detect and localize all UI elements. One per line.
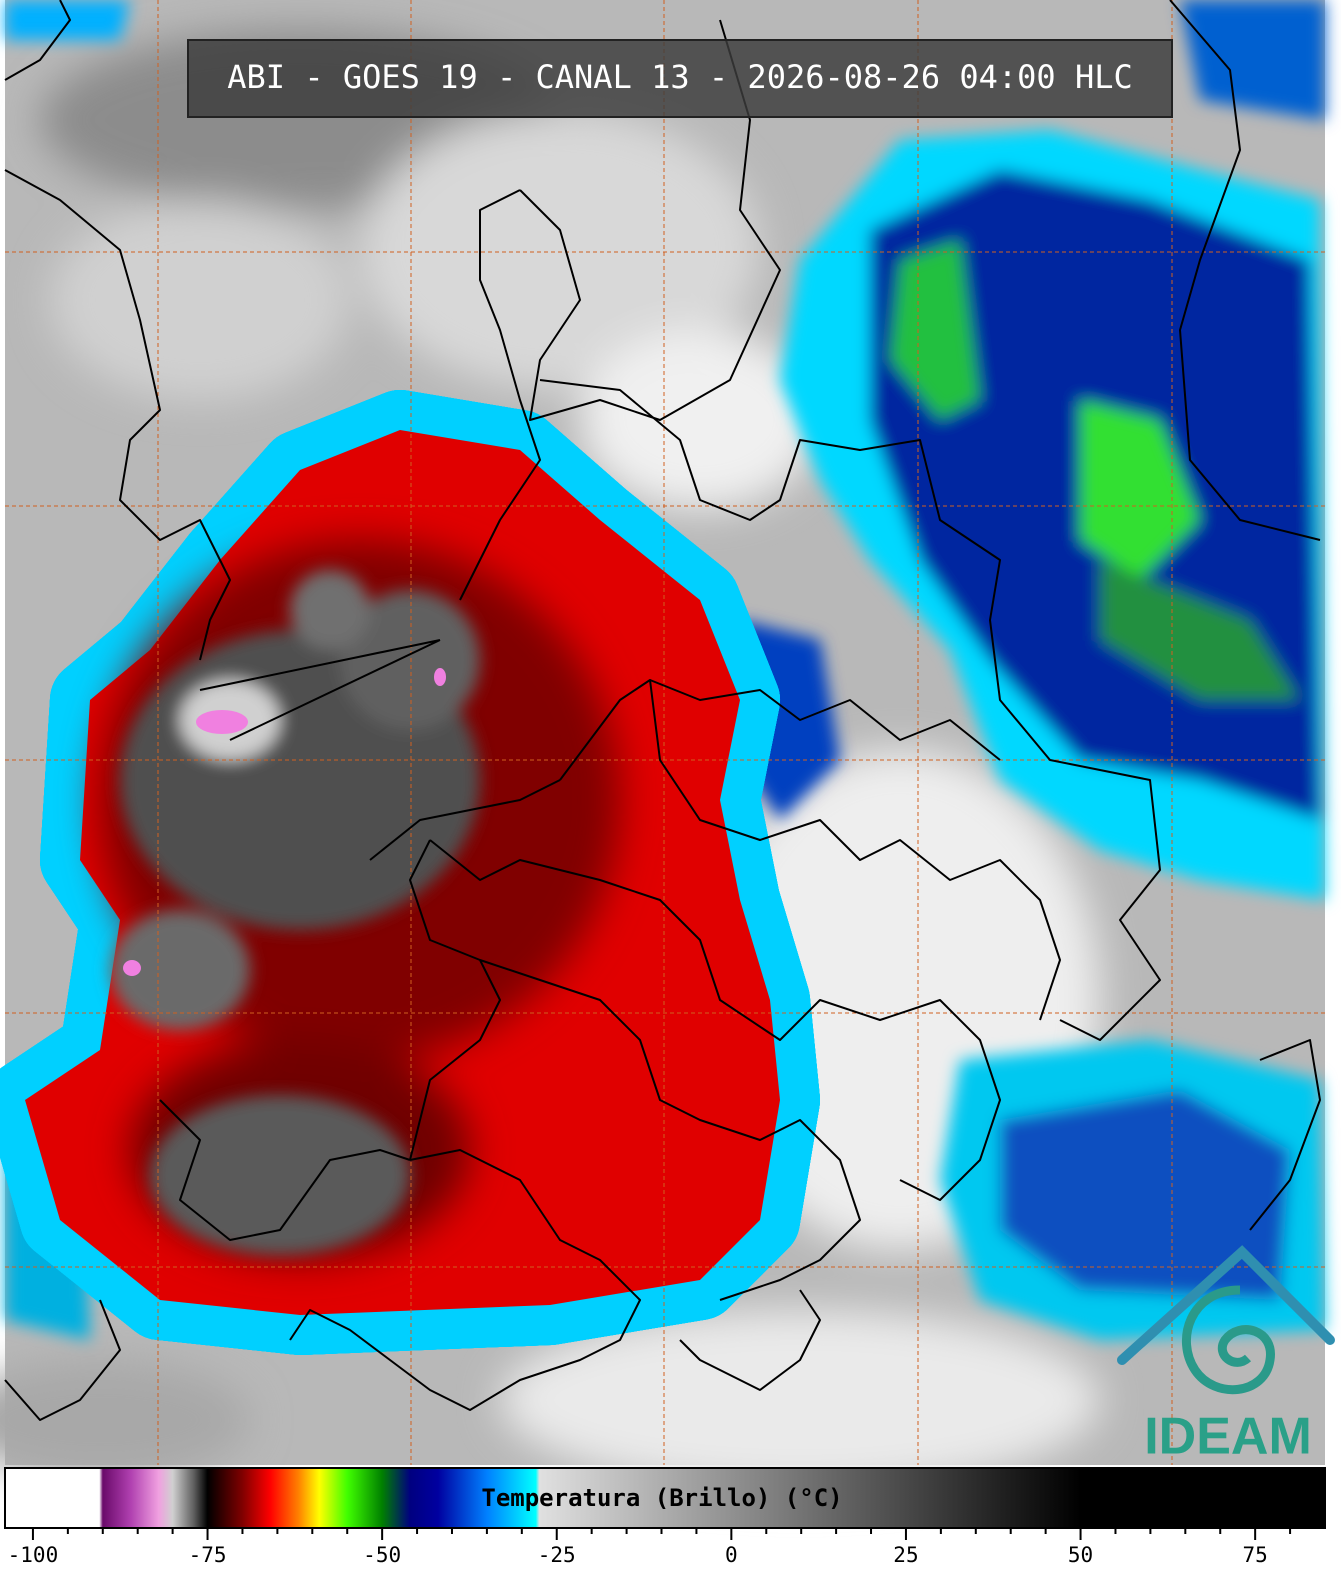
map-shape [196,710,248,734]
logo: IDEAM [1117,1245,1335,1466]
map-shape [559,679,1061,1021]
map-shape [434,668,446,686]
tick-label: -25 [538,1543,576,1567]
tick-label: 0 [725,1543,738,1567]
map-shape [890,240,980,420]
tick-label: -100 [8,1543,59,1567]
map-shape [289,1149,641,1411]
storm-cloud [0,390,820,1355]
map-shape [459,189,541,601]
map-shape [479,959,861,1301]
map-shape [360,110,760,390]
map-shape [110,570,480,1255]
map-shape [500,1310,1100,1490]
graticule [5,0,1325,1465]
colorbar-scale [4,1467,1326,1529]
colorbar-label: Temperatura (Brillo) (°C) [481,1484,842,1512]
map-shape [1100,560,1300,700]
map-shape [4,1299,121,1421]
map-shape [4,0,71,81]
map-shape [199,639,561,861]
map-shape [1180,0,1325,120]
map-shape [1117,1245,1335,1365]
map-shape [1000,1090,1290,1300]
map-shape [340,590,480,730]
map-shape [5,0,130,40]
map-shape [519,19,781,421]
map-shape [5,251,1325,1268]
map-shape [50,200,350,400]
boundaries [4,0,1321,1421]
map-shape [649,679,1001,761]
title: ABI - GOES 19 - CANAL 13 - 2026-08-26 04… [227,58,1132,96]
map-shape [679,1289,821,1391]
map-shape [4,169,231,661]
tick-label: 25 [893,1543,918,1567]
colorbar: Temperatura (Brillo) (°C) [4,1467,1326,1529]
satellite-image [0,0,1325,1490]
map-shape [159,1099,411,1241]
map-shape [1182,1285,1275,1395]
map-shape [1169,0,1321,541]
map-shape [123,960,141,976]
map-shape [290,570,370,650]
tick-label: 50 [1068,1543,1093,1567]
map-shape [1080,400,1200,580]
map-shape [110,910,250,1030]
map-shape [150,1095,410,1255]
map-shape [539,379,1161,1041]
tick-label: -50 [363,1543,401,1567]
tick-label: 75 [1243,1543,1268,1567]
tick-label: -75 [189,1543,227,1567]
map-shape [429,839,1001,1201]
logo-text: IDEAM [1144,1408,1312,1466]
map-shape [1249,1039,1321,1231]
map-shape [580,330,820,510]
title-box [187,39,1173,118]
map-shape [0,1360,250,1480]
map-shape [409,839,501,1161]
